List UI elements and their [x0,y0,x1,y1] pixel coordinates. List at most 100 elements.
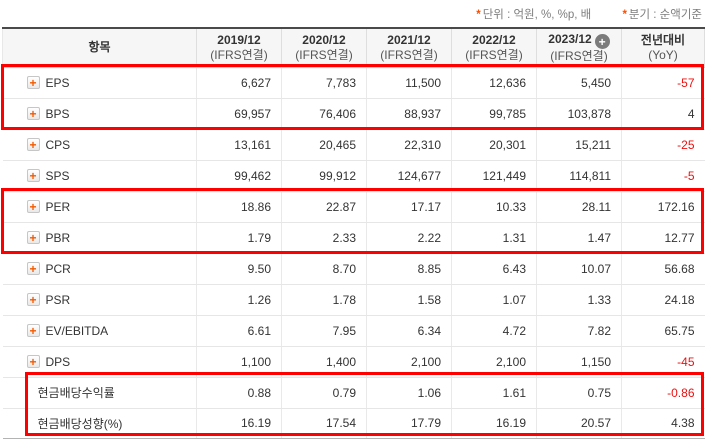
unit-note: * 단위 : 억원, %, %p, 배 [476,9,591,21]
basis-note: * 분기 : 순액기준 [622,9,702,21]
table-row: + PCR 9.50 8.70 8.85 6.43 10.07 56.68 [2,253,705,285]
value-cell: 8.85 [366,253,452,285]
add-column-icon[interactable]: + [594,34,610,49]
value-cell: 20,465 [281,129,367,161]
column-header-2019-12: 2019/12 (IFRS연결) [196,27,282,68]
column-header-2022-12: 2022/12 (IFRS연결) [451,27,537,68]
expand-row-icon[interactable]: + [26,169,40,182]
row-label-cell: 현금배당성향(%) [2,408,197,439]
value-cell: 99,462 [196,160,282,192]
value-cell: 6,627 [196,67,282,99]
value-cell: 22,310 [366,129,452,161]
value-cell: 0.88 [196,377,282,409]
value-cell: 17.17 [366,191,452,223]
header-row: 항목 2019/12 (IFRS연결) 2020/12 (IFRS연결) 2021/12… [2,27,705,68]
table-notes: * 단위 : 억원, %, %p, 배 * 분기 : 순액기준 [448,6,702,22]
value-cell: 7.82 [536,315,622,347]
value-cell: 12,636 [451,67,537,99]
yoy-cell: 24.18 [621,284,705,316]
row-label-cell: + SPS [2,160,197,192]
value-cell: 0.79 [281,377,367,409]
value-cell: 7.95 [281,315,367,347]
expand-row-icon[interactable]: + [26,138,40,151]
expand-row-icon[interactable]: + [26,76,40,89]
row-label: CPS [45,137,71,152]
value-cell: 28.11 [536,191,622,223]
table-row: + EPS 6,627 7,783 11,500 12,636 5,450 -57 [2,67,705,99]
value-cell: 103,878 [536,98,622,130]
expand-row-icon[interactable]: + [26,293,40,306]
value-cell: 1,150 [536,346,622,378]
table-row: + PSR 1.26 1.78 1.58 1.07 1.33 24.18 [2,284,705,316]
value-cell: 20,301 [451,129,537,161]
row-label: PER [45,199,71,214]
expand-row-icon[interactable]: + [26,355,40,368]
value-cell: 15,211 [536,129,622,161]
value-cell: 17.79 [366,408,452,439]
yoy-cell: 12.77 [621,222,705,254]
value-cell: 2,100 [451,346,537,378]
column-header--: 전년대비 (YoY) [621,27,705,68]
value-cell: 8.70 [281,253,367,285]
value-cell: 20.57 [536,408,622,439]
value-cell: 11,500 [366,67,452,99]
row-label-cell: + PSR [2,284,197,316]
value-cell: 1,100 [196,346,282,378]
yoy-cell: -5 [621,160,705,192]
value-cell: 1,400 [281,346,367,378]
row-label: DPS [45,354,71,369]
yoy-cell: -0.86 [621,377,705,409]
value-cell: 6.61 [196,315,282,347]
column-sub-label: (IFRS연결) [380,47,438,62]
value-cell: 76,406 [281,98,367,130]
value-cell: 17.54 [281,408,367,439]
value-cell: 13,161 [196,129,282,161]
yoy-cell: 172.16 [621,191,705,223]
row-label-cell: 현금배당수익률 [2,377,197,409]
row-label: BPS [45,106,70,121]
column-year-label: 2021/12 [387,32,431,47]
row-label: 현금배당성향(%) [37,416,123,431]
expand-row-icon[interactable]: + [26,262,40,275]
value-cell: 16.19 [196,408,282,439]
expand-row-icon[interactable]: + [26,107,40,120]
value-cell: 6.34 [366,315,452,347]
value-cell: 4.72 [451,315,537,347]
column-header-2021-12: 2021/12 (IFRS연결) [366,27,452,68]
value-cell: 16.19 [451,408,537,439]
value-cell: 1.61 [451,377,537,409]
value-cell: 6.43 [451,253,537,285]
item-column-header: 항목 [2,27,197,68]
column-sub-label: (IFRS연결) [550,49,608,63]
table-row: 현금배당수익률 0.88 0.79 1.06 1.61 0.75 -0.86 [2,377,705,409]
column-sub-label: (IFRS연결) [295,47,353,62]
column-year-label: 2023/12 [548,31,592,46]
expand-row-icon[interactable]: + [26,324,40,337]
row-label: PCR [45,261,71,276]
column-year-label: 2022/12 [472,32,516,47]
table-row: + BPS 69,957 76,406 88,937 99,785 103,878 4 [2,98,705,130]
row-label-cell: + DPS [2,346,197,378]
table-row: 현금배당성향(%) 16.19 17.54 17.79 16.19 20.57 4.38 [2,408,705,439]
value-cell: 1.47 [536,222,622,254]
asterisk-icon: * [476,9,481,21]
column-sub-label: (IFRS연결) [210,47,268,62]
yoy-cell: 4 [621,98,705,130]
yoy-cell: -25 [621,129,705,161]
value-cell: 18.86 [196,191,282,223]
table-row: + PBR 1.79 2.33 2.22 1.31 1.47 12.77 [2,222,705,254]
value-cell: 1.58 [366,284,452,316]
row-label-cell: + PBR [2,222,197,254]
value-cell: 99,785 [451,98,537,130]
unit-note-text: 단위 : 억원, %, %p, 배 [482,9,592,21]
expand-row-icon[interactable]: + [26,200,40,213]
column-sub-label: (IFRS연결) [465,47,523,62]
value-cell: 0.75 [536,377,622,409]
row-label-cell: + BPS [2,98,197,130]
row-label-cell: + EV/EBITDA [2,315,197,347]
expand-row-icon[interactable]: + [26,231,40,244]
table-row: + EV/EBITDA 6.61 7.95 6.34 4.72 7.82 65.75 [2,315,705,347]
value-cell: 121,449 [451,160,537,192]
row-label: EV/EBITDA [45,323,109,338]
yoy-cell: 4.38 [621,408,705,439]
